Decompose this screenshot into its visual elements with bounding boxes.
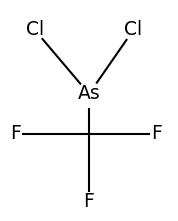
Text: As: As	[78, 84, 100, 103]
Text: Cl: Cl	[124, 20, 143, 39]
Text: Cl: Cl	[26, 20, 44, 39]
Text: F: F	[10, 124, 21, 143]
Text: F: F	[83, 192, 95, 211]
Text: F: F	[151, 124, 162, 143]
